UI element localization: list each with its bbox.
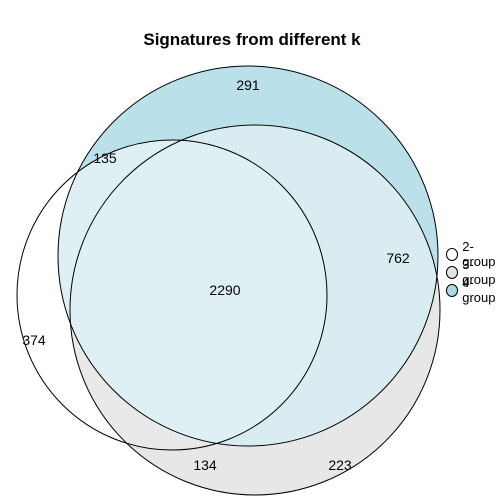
- label-only4: 291: [236, 77, 259, 93]
- label-all: 2290: [209, 282, 240, 298]
- label-only3: 223: [328, 457, 351, 473]
- label-c2c4: 135: [93, 150, 116, 166]
- venn-svg: [0, 0, 504, 504]
- label-only2: 374: [22, 332, 45, 348]
- legend: 2-group 3-group 4-group: [446, 245, 504, 299]
- legend-label: 4-group: [462, 275, 504, 305]
- label-c3c4: 762: [386, 250, 409, 266]
- legend-swatch-2group: [446, 248, 458, 261]
- chart-title: Signatures from different k: [0, 30, 504, 50]
- label-c2c3: 134: [193, 457, 216, 473]
- legend-swatch-3group: [446, 266, 458, 279]
- legend-swatch-4group: [446, 284, 458, 297]
- legend-item-4group: 4-group: [446, 281, 504, 299]
